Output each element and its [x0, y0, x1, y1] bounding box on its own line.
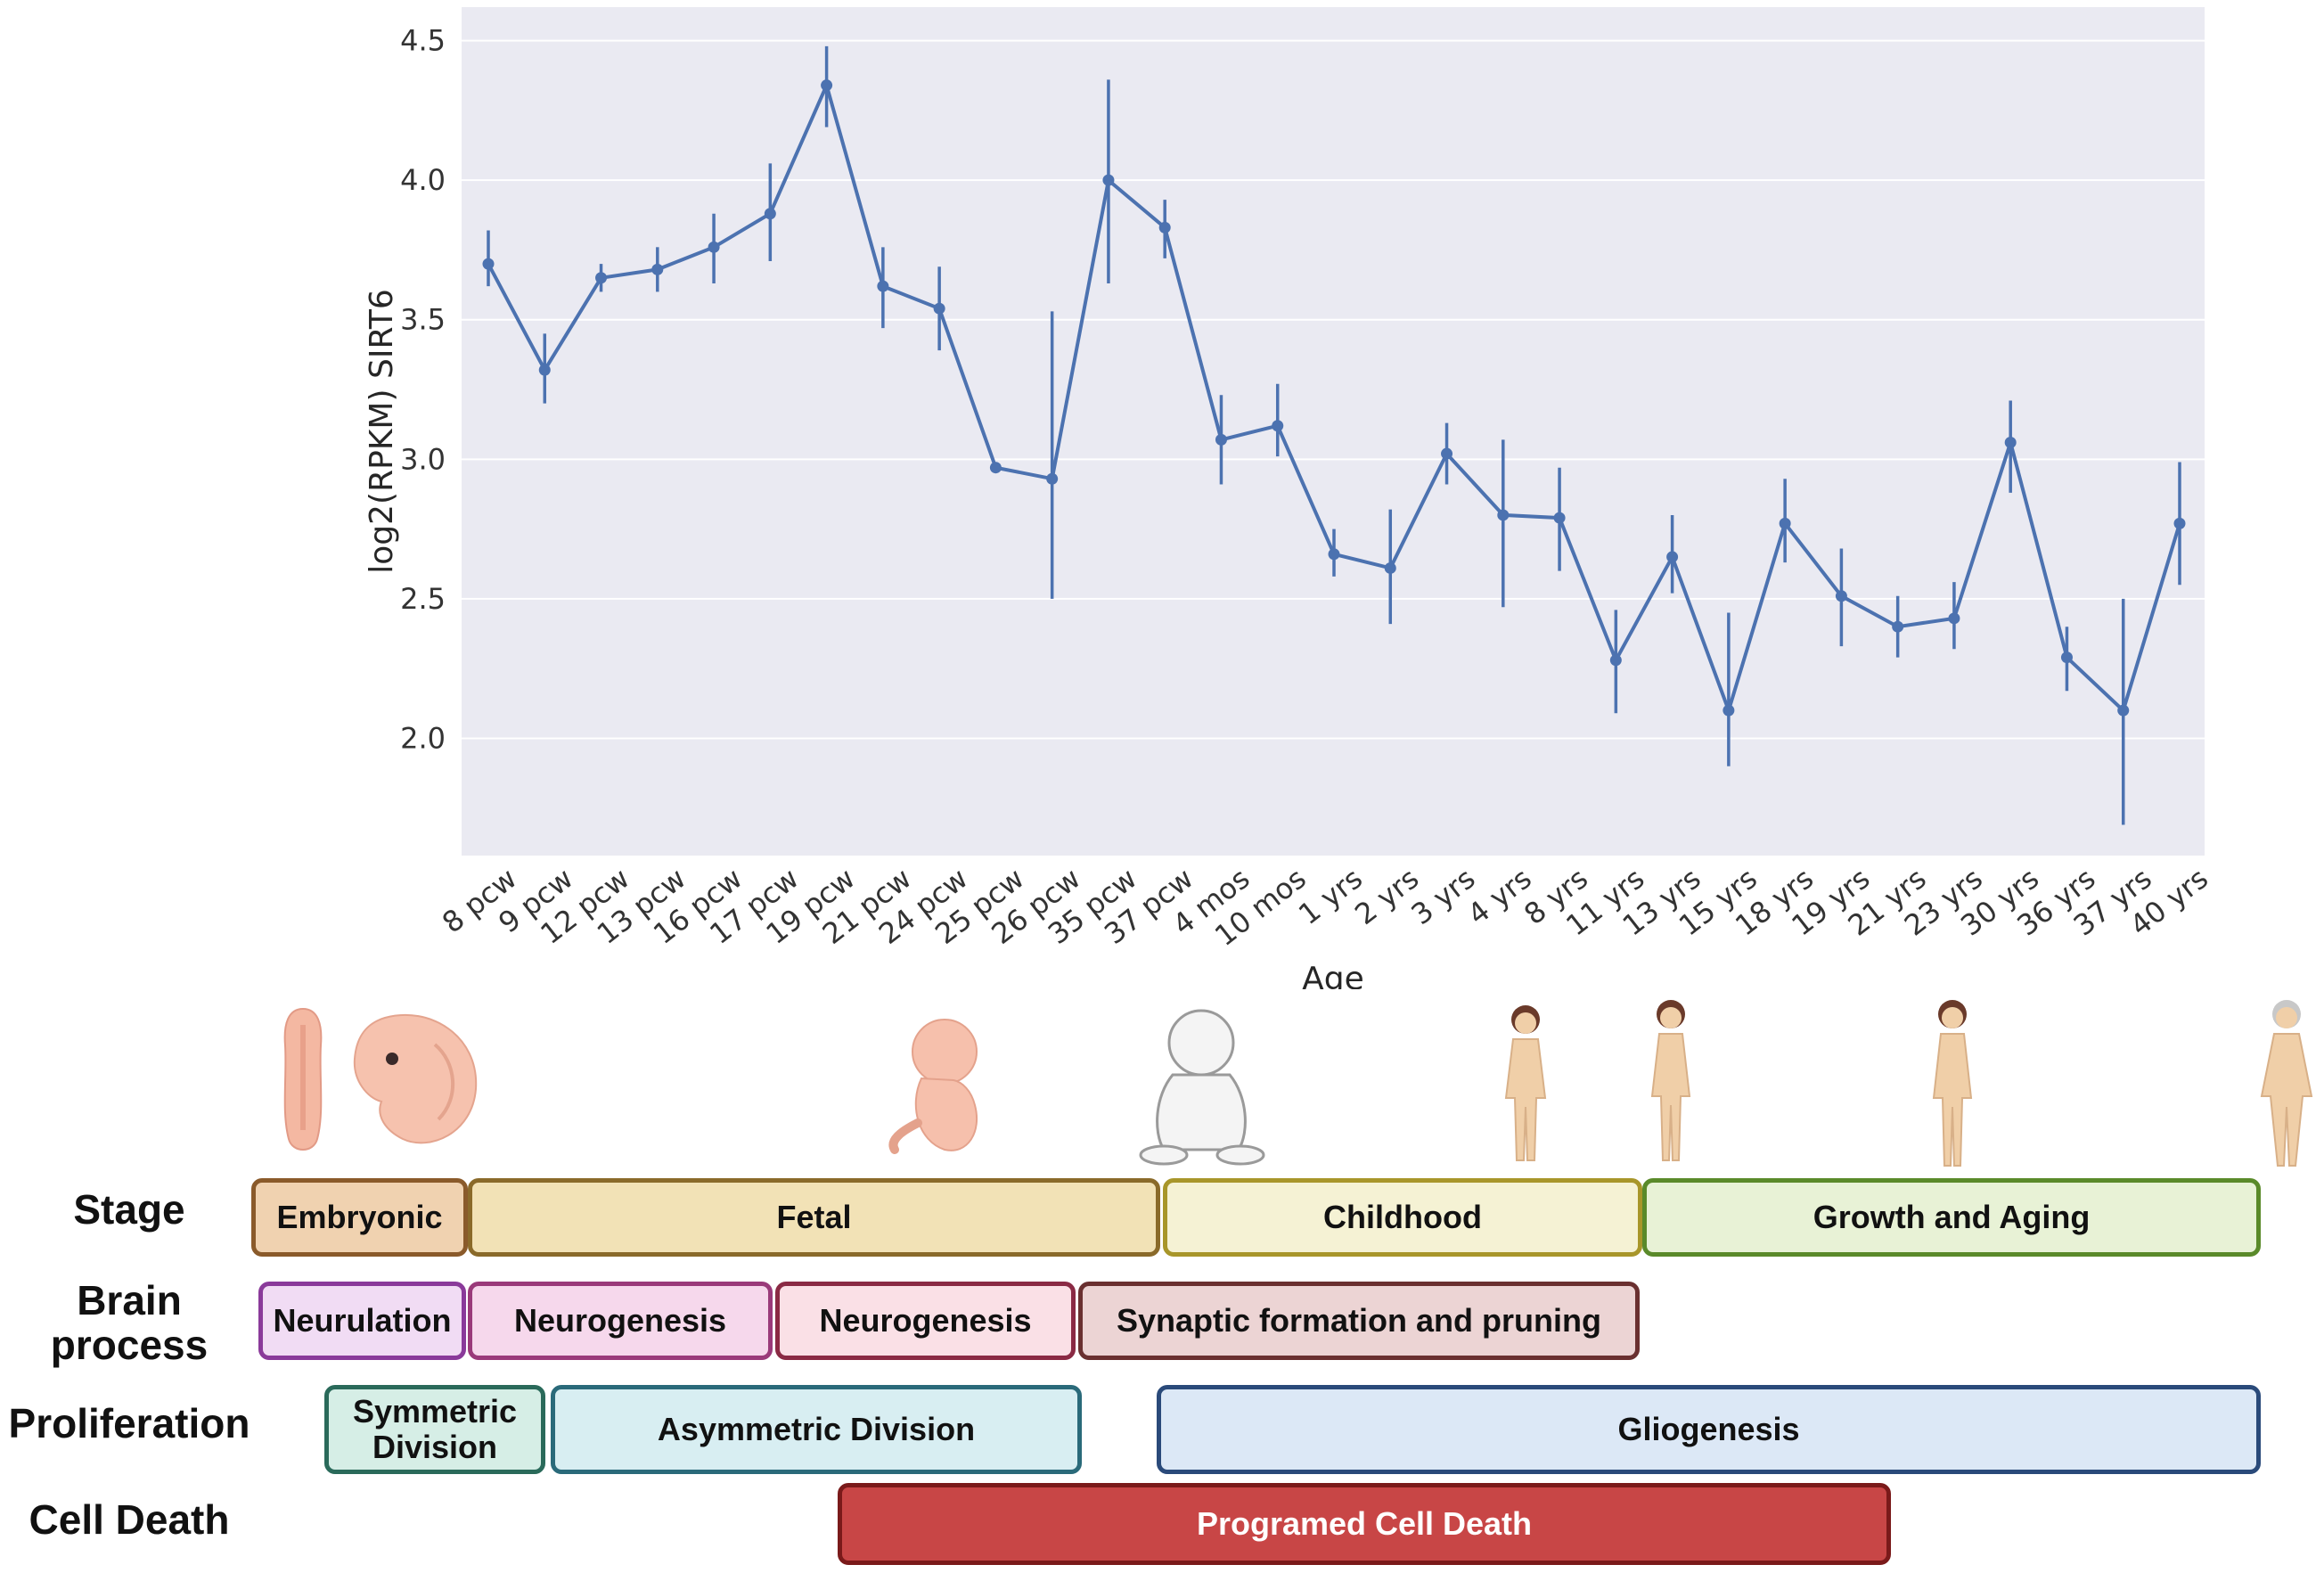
- data-point: [1497, 509, 1510, 521]
- data-point: [1384, 561, 1396, 574]
- data-point: [1328, 548, 1340, 561]
- data-point: [1046, 472, 1059, 485]
- fetus-icon: [888, 1019, 978, 1154]
- x-axis-label: Age: [1302, 961, 1364, 989]
- teen-figure-icon: [1650, 1000, 1691, 1161]
- data-point: [1779, 517, 1791, 529]
- embryo-curled-icon: [353, 1013, 478, 1144]
- y-tick-label: 4.0: [400, 163, 446, 197]
- row-label-stage: Stage: [73, 1186, 185, 1233]
- data-point: [1441, 447, 1453, 460]
- x-tick-label: 2 yrs: [1348, 861, 1425, 931]
- data-point: [1835, 590, 1847, 602]
- baby-icon: [1139, 1009, 1265, 1166]
- x-tick-label: 4 yrs: [1461, 861, 1538, 931]
- plot-background: [462, 7, 2205, 856]
- data-point: [1272, 420, 1284, 432]
- y-tick-label: 2.5: [400, 582, 446, 616]
- row-label-brain-process: Brain process: [50, 1277, 209, 1368]
- data-point: [764, 208, 776, 220]
- elderly-figure-icon: [2260, 1000, 2313, 1167]
- data-point: [482, 258, 495, 270]
- row-label-cell-death: Cell Death: [29, 1496, 230, 1543]
- y-tick-label: 3.5: [400, 303, 446, 337]
- brain-neurogenesis-2: Neurogenesis: [775, 1282, 1076, 1360]
- x-tick-label: 3 yrs: [1405, 861, 1482, 931]
- brain-neurulation: Neurulation: [258, 1282, 466, 1360]
- prolif-symmetric: Symmetric Division: [324, 1385, 545, 1474]
- data-point: [989, 462, 1002, 474]
- child-figure-icon: [1504, 1005, 1547, 1161]
- data-point: [1948, 612, 1960, 625]
- data-point: [1215, 433, 1227, 446]
- data-point: [1158, 221, 1171, 233]
- stage-fetal: Fetal: [468, 1178, 1160, 1257]
- brain-synaptic: Synaptic formation and pruning: [1078, 1282, 1640, 1360]
- row-label-proliferation: Proliferation: [8, 1400, 250, 1446]
- brain-neurogenesis-1: Neurogenesis: [468, 1282, 773, 1360]
- data-point: [877, 280, 889, 292]
- data-point: [2173, 517, 2186, 529]
- prolif-asymmetric: Asymmetric Division: [551, 1385, 1082, 1474]
- cell-death-programmed: Programed Cell Death: [838, 1483, 1891, 1565]
- prolif-gliogenesis: Gliogenesis: [1157, 1385, 2261, 1474]
- data-point: [1102, 174, 1115, 186]
- data-point: [538, 364, 551, 376]
- y-tick-label: 4.5: [400, 24, 446, 58]
- stage-growth-aging: Growth and Aging: [1642, 1178, 2261, 1257]
- data-point: [933, 302, 945, 315]
- stage-embryonic: Embryonic: [251, 1178, 468, 1257]
- y-axis-label: log2(RPKM) SIRT6: [364, 289, 400, 573]
- data-point: [2060, 651, 2073, 664]
- stage-childhood: Childhood: [1163, 1178, 1642, 1257]
- embryo-early-icon: [283, 1007, 323, 1151]
- data-point: [1666, 551, 1679, 563]
- data-point: [821, 79, 833, 92]
- data-point: [1609, 654, 1622, 667]
- y-tick-label: 3.0: [400, 442, 446, 476]
- data-point: [708, 241, 720, 253]
- data-point: [2117, 704, 2130, 717]
- data-point: [2004, 437, 2017, 449]
- y-tick-label: 2.0: [400, 721, 446, 755]
- x-tick-label: 1 yrs: [1292, 861, 1369, 931]
- data-point: [595, 272, 608, 284]
- adult-figure-icon: [1932, 1000, 1973, 1167]
- data-point: [1892, 620, 1904, 633]
- data-point: [1723, 704, 1735, 717]
- data-point: [651, 263, 664, 275]
- data-point: [1553, 512, 1566, 524]
